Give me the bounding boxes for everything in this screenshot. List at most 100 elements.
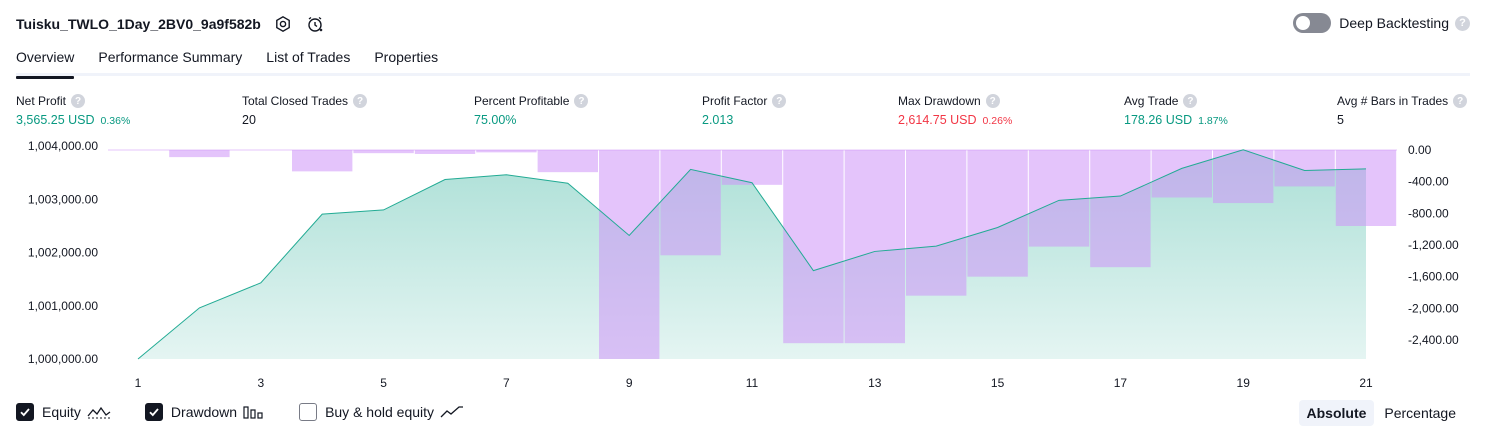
x-axis-tick: 9: [626, 376, 633, 390]
metric-value: 178.26 USD: [1124, 113, 1193, 127]
right-axis-tick: -1,200.00: [1408, 238, 1459, 252]
metric-max-drawdown: Max Drawdown? 2,614.75 USD 0.26%: [898, 94, 1012, 127]
metric-value: 2,614.75 USD: [898, 113, 977, 127]
drawdown-bar-19: [1213, 150, 1274, 204]
metric-label: Max Drawdown: [898, 94, 981, 108]
deep-backtesting-label: Deep Backtesting: [1339, 15, 1449, 31]
help-icon[interactable]: ?: [1453, 94, 1468, 108]
equity-line-icon: [87, 405, 111, 419]
metric-percent-profitable: Percent Profitable? 75.00%: [474, 94, 589, 127]
deep-backtesting: Deep Backtesting ?: [1293, 13, 1470, 33]
metric-value: 20: [242, 113, 256, 127]
left-axis-tick: 1,001,000.00: [28, 299, 98, 313]
drawdown-bar-6: [414, 150, 476, 154]
help-icon[interactable]: ?: [71, 94, 86, 108]
legend-label: Buy & hold equity: [325, 404, 435, 420]
bars-icon: [243, 405, 265, 419]
chart-legend: Equity Drawdown Buy & hold equity: [16, 403, 498, 421]
x-axis-tick: 21: [1359, 376, 1373, 390]
left-axis-tick: 1,003,000.00: [28, 192, 98, 206]
tab-bar: Overview Performance Summary List of Tra…: [16, 46, 1470, 79]
metric-percent: 1.87%: [1198, 115, 1228, 127]
strategy-title: Tuisku_TWLO_1Day_2BV0_9a9f582b: [16, 16, 261, 32]
drawdown-bar-7: [476, 150, 537, 153]
x-axis-tick: 15: [991, 376, 1005, 390]
right-axis-tick: 0.00: [1408, 143, 1432, 157]
drawdown-bar-17: [1090, 150, 1151, 268]
tab-performance-summary[interactable]: Performance Summary: [98, 49, 243, 65]
alert-clock-icon[interactable]: [305, 14, 325, 34]
metric-total-closed-trades: Total Closed Trades? 20: [242, 94, 368, 127]
x-axis-tick: 19: [1237, 376, 1251, 390]
metric-label: Net Profit: [16, 94, 67, 108]
metric-label: Avg Trade: [1124, 94, 1179, 108]
checkbox-checked-icon[interactable]: [16, 403, 34, 421]
x-axis-tick: 5: [380, 376, 387, 390]
x-axis-tick: 7: [503, 376, 510, 390]
metric-avg-bars-in-trades: Avg # Bars in Trades? 5: [1337, 94, 1468, 127]
metric-label: Profit Factor: [702, 94, 768, 108]
strategy-header: Tuisku_TWLO_1Day_2BV0_9a9f582b: [16, 12, 325, 36]
drawdown-bar-16: [1028, 150, 1090, 247]
metric-value: 3,565.25 USD: [16, 113, 95, 127]
checkbox-checked-icon[interactable]: [144, 403, 163, 421]
value-mode-switch: Absolute Percentage: [1297, 400, 1465, 426]
left-axis-tick: 1,000,000.00: [28, 352, 98, 366]
drawdown-bar-5: [353, 150, 414, 154]
drawdown-bar-4: [292, 150, 353, 172]
drawdown-bar-15: [967, 150, 1028, 277]
tab-list-of-trades[interactable]: List of Trades: [266, 49, 351, 65]
drawdown-bar-18: [1151, 150, 1212, 198]
equity-line: [137, 149, 1367, 360]
legend-label: Drawdown: [170, 404, 238, 420]
drawdown-bar-2: [169, 150, 230, 158]
deep-backtesting-toggle[interactable]: [1293, 13, 1332, 33]
legend-equity[interactable]: Equity: [16, 403, 111, 421]
metric-label: Percent Profitable: [474, 94, 570, 108]
metric-net-profit: Net Profit? 3,565.25 USD 0.36%: [16, 94, 130, 127]
mode-percentage-button[interactable]: Percentage: [1384, 405, 1456, 421]
legend-buy-hold-equity[interactable]: Buy & hold equity: [299, 403, 464, 421]
metric-avg-trade: Avg Trade? 178.26 USD 1.87%: [1124, 94, 1228, 127]
x-axis-tick: 13: [868, 376, 882, 390]
right-axis-tick: -800.00: [1408, 206, 1449, 220]
x-axis-tick: 3: [257, 376, 264, 390]
help-icon[interactable]: ?: [772, 94, 787, 108]
help-icon[interactable]: ?: [985, 94, 1000, 108]
metric-value: 75.00%: [474, 113, 517, 127]
settings-icon[interactable]: [273, 14, 293, 34]
left-axis-tick: 1,002,000.00: [28, 246, 98, 260]
right-axis-tick: -2,000.00: [1408, 301, 1459, 315]
mode-absolute-button[interactable]: Absolute: [1298, 400, 1375, 426]
right-axis-tick: -400.00: [1408, 175, 1449, 189]
x-axis-tick: 11: [746, 376, 759, 390]
x-axis-tick: 17: [1114, 376, 1128, 390]
metric-profit-factor: Profit Factor? 2.013: [702, 94, 787, 127]
metric-value: 5: [1337, 113, 1344, 127]
metric-value: 2.013: [702, 113, 734, 127]
equity-drawdown-chart[interactable]: 1,000,000.00 1,001,000.00 1,002,000.00 1,00…: [0, 136, 1486, 398]
drawdown-bar-11: [721, 150, 783, 185]
drawdown-bar-10: [660, 150, 721, 256]
drawdown-bar-13: [844, 150, 905, 344]
right-axis-tick: -1,600.00: [1408, 270, 1459, 284]
legend-label: Equity: [42, 404, 81, 420]
drawdown-bar-21: [1335, 150, 1397, 226]
help-icon[interactable]: ?: [1455, 15, 1470, 31]
metric-percent: 0.26%: [982, 115, 1013, 127]
drawdown-bar-8: [537, 150, 598, 173]
drawdown-bar-20: [1274, 150, 1335, 187]
metric-percent: 0.36%: [100, 115, 131, 127]
help-icon[interactable]: ?: [353, 94, 368, 108]
metric-label: Avg # Bars in Trades: [1337, 94, 1449, 108]
drawdown-bar-14: [906, 150, 967, 296]
metric-label: Total Closed Trades: [242, 94, 349, 108]
tab-overview[interactable]: Overview: [16, 46, 75, 79]
left-axis-tick: 1,004,000.00: [28, 139, 98, 153]
tab-properties[interactable]: Properties: [374, 49, 439, 65]
help-icon[interactable]: ?: [574, 94, 589, 108]
help-icon[interactable]: ?: [1183, 94, 1198, 108]
drawdown-bar-12: [783, 150, 844, 344]
checkbox-unchecked-icon[interactable]: [299, 403, 318, 421]
legend-drawdown[interactable]: Drawdown: [144, 403, 265, 421]
